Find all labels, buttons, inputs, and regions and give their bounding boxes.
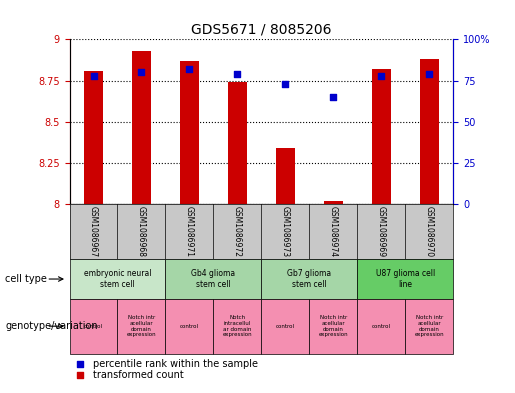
Point (138, 69, 146, 75)
Text: GSM1086968: GSM1086968 (137, 206, 146, 257)
Bar (261, 299, 310, 354)
Bar (84, 71, 103, 204)
Bar (405, 299, 453, 354)
Text: percentile rank within the sample: percentile rank within the sample (93, 358, 258, 369)
Point (377, 72, 385, 79)
Bar (310, 299, 357, 354)
Text: GSM1086974: GSM1086974 (329, 206, 338, 257)
Text: Notch
intracellul
ar domain
expression: Notch intracellul ar domain expression (222, 315, 252, 337)
Text: GSM1086972: GSM1086972 (233, 206, 242, 257)
Bar (70, 259, 165, 299)
Text: GSM1086967: GSM1086967 (89, 206, 98, 257)
Point (233, 71, 242, 77)
Point (76, 372, 84, 378)
Text: embryonic neural
stem cell: embryonic neural stem cell (84, 269, 151, 289)
Bar (261, 259, 357, 299)
Bar (165, 299, 213, 354)
Bar (357, 299, 405, 354)
Text: GSM1086973: GSM1086973 (281, 206, 290, 257)
Text: Notch intr
acellular
domain
expression: Notch intr acellular domain expression (127, 315, 156, 337)
Text: Notch intr
acellular
domain
expression: Notch intr acellular domain expression (415, 315, 444, 337)
Text: control: control (276, 324, 295, 329)
Bar (357, 259, 453, 299)
Text: Gb7 glioma
stem cell: Gb7 glioma stem cell (287, 269, 331, 289)
Text: GSM1086970: GSM1086970 (425, 206, 434, 257)
Point (425, 71, 433, 77)
Bar (165, 259, 261, 299)
Text: Gb4 glioma
stem cell: Gb4 glioma stem cell (192, 269, 235, 289)
Bar (324, 201, 343, 204)
Title: GDS5671 / 8085206: GDS5671 / 8085206 (191, 23, 332, 37)
Text: Notch intr
acellular
domain
expression: Notch intr acellular domain expression (318, 315, 348, 337)
Bar (180, 61, 199, 204)
Point (90, 72, 98, 79)
Text: cell type: cell type (5, 274, 47, 284)
Bar (213, 299, 261, 354)
Point (281, 81, 289, 87)
Point (76, 360, 84, 367)
Text: GSM1086971: GSM1086971 (185, 206, 194, 257)
Text: control: control (180, 324, 199, 329)
Bar (276, 148, 295, 204)
Bar (372, 69, 391, 204)
Text: transformed count: transformed count (93, 370, 183, 380)
Text: GSM1086969: GSM1086969 (377, 206, 386, 257)
Bar (228, 82, 247, 204)
Bar (70, 299, 117, 354)
Bar (117, 299, 165, 354)
Text: control: control (84, 324, 103, 329)
Point (185, 66, 194, 72)
Text: genotype/variation: genotype/variation (5, 321, 98, 331)
Point (329, 94, 337, 100)
Text: U87 glioma cell
line: U87 glioma cell line (375, 269, 435, 289)
Bar (132, 51, 151, 204)
Text: control: control (372, 324, 391, 329)
Bar (420, 59, 439, 204)
